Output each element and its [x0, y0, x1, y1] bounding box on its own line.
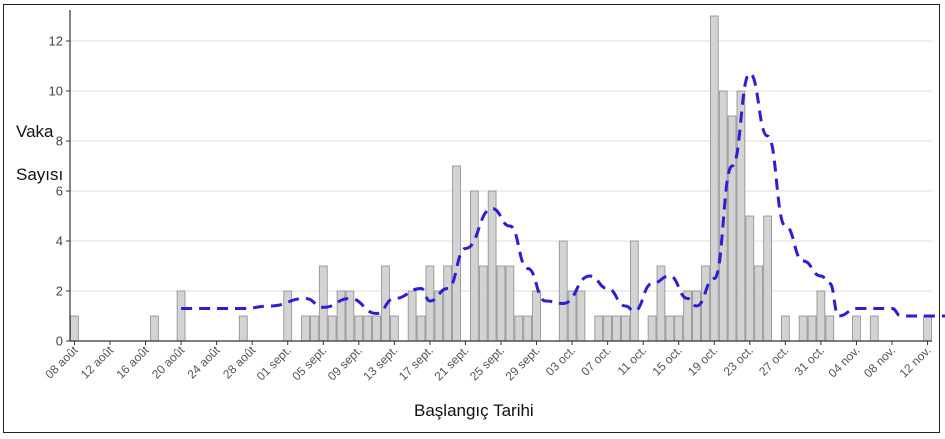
bar-day-65 — [647, 315, 657, 342]
x-tick-label: 05 sept. — [289, 343, 329, 383]
bar-day-38 — [407, 290, 417, 342]
trend-line-path — [181, 71, 945, 318]
bar-day-60 — [603, 315, 612, 342]
bar-day-45 — [469, 190, 479, 342]
y-axis-label-line2: Sayısı — [16, 165, 64, 184]
bar-day-48 — [496, 265, 506, 342]
bar-day-74 — [727, 115, 737, 342]
bar-day-42 — [443, 265, 453, 342]
bar-day-56 — [567, 290, 577, 342]
x-tick-label: 20 août — [149, 343, 188, 382]
x-tick-label: 08 nov. — [861, 343, 898, 380]
x-tick-label: 09 sept. — [325, 343, 365, 383]
y-tick-label: 8 — [56, 134, 63, 149]
bar-day-49 — [505, 265, 515, 342]
x-tick-label: 01 sept. — [254, 343, 294, 383]
x-tick-label: 08 août — [42, 343, 81, 382]
x-tick-label: 04 nov. — [825, 343, 862, 380]
x-tick-label: 12 août — [78, 343, 117, 382]
bar-day-9 — [150, 315, 159, 342]
x-tick-label: 23 oct. — [721, 343, 756, 378]
bar-day-34 — [372, 315, 381, 342]
x-tick-label: 17 sept. — [396, 343, 436, 383]
x-tick-label: 25 sept. — [467, 343, 507, 383]
bar-day-96 — [923, 315, 932, 342]
bar-day-19 — [238, 315, 248, 342]
bar-day-71 — [701, 265, 710, 342]
trend-line — [181, 71, 945, 318]
bar-day-76 — [745, 215, 755, 342]
bar-day-57 — [576, 290, 586, 342]
bar-day-50 — [514, 315, 524, 342]
bar-day-32 — [354, 315, 364, 342]
bar-day-59 — [594, 315, 604, 342]
axes — [66, 10, 932, 345]
bar-day-85 — [825, 315, 835, 342]
x-tick-label: 03 oct. — [543, 343, 578, 378]
bar-day-26 — [301, 315, 310, 342]
bar-day-46 — [478, 265, 488, 342]
x-tick-label: 19 oct. — [685, 343, 720, 378]
y-tick-label: 2 — [56, 284, 63, 299]
bar-day-62 — [621, 315, 630, 342]
bar-day-0 — [70, 315, 79, 342]
bar-day-51 — [523, 315, 533, 342]
x-tick-label: 16 août — [113, 343, 152, 382]
bar-day-63 — [629, 240, 639, 342]
y-tick-label: 12 — [49, 34, 63, 49]
bar-day-84 — [816, 290, 826, 342]
y-tick-label: 6 — [56, 184, 63, 199]
bar-day-61 — [612, 315, 621, 342]
gridlines — [70, 40, 932, 292]
bar-day-28 — [318, 265, 328, 342]
x-tick-label: 28 août — [220, 343, 259, 382]
x-tick-label: 11 oct. — [615, 343, 650, 378]
x-tick-label: 21 sept. — [431, 343, 471, 383]
x-tick-label: 13 sept. — [360, 343, 400, 383]
bar-day-83 — [807, 315, 817, 342]
bar-day-67 — [665, 315, 675, 342]
bar-day-40 — [425, 265, 435, 342]
bar-day-82 — [798, 315, 808, 342]
bar-day-88 — [852, 315, 861, 342]
x-tick-label: 12 nov. — [897, 343, 934, 380]
x-tick-label: 07 oct. — [578, 343, 613, 378]
bar-day-27 — [310, 315, 319, 342]
bar-day-55 — [558, 240, 568, 342]
y-axis-label-line1: Vaka — [16, 122, 54, 141]
x-axis-label: Başlangıç Tarihi — [414, 401, 534, 420]
x-tick-label: 31 oct. — [792, 343, 827, 378]
bar-day-78 — [763, 215, 772, 342]
bar-day-29 — [327, 315, 337, 342]
y-tick-label: 0 — [56, 334, 63, 349]
x-tick-label: 15 oct. — [649, 343, 684, 378]
x-tick-label: 27 oct. — [756, 343, 791, 378]
bar-day-70 — [692, 290, 701, 342]
bar-day-24 — [283, 290, 293, 342]
y-tick-label: 4 — [56, 234, 63, 249]
case-bars — [70, 15, 932, 342]
bar-day-39 — [416, 315, 426, 342]
bar-day-47 — [487, 190, 497, 342]
bar-day-36 — [390, 315, 399, 342]
bar-day-33 — [363, 315, 373, 342]
y-tick-label: 10 — [49, 84, 63, 99]
bar-day-52 — [532, 290, 541, 342]
x-tick-label: 29 sept. — [503, 343, 543, 383]
y-tick-labels: 0 2 4 6 8 10 12 — [49, 34, 63, 349]
bar-day-68 — [674, 315, 684, 342]
bar-day-90 — [869, 315, 879, 342]
bar-day-41 — [434, 290, 444, 342]
bar-day-80 — [781, 315, 790, 342]
bar-day-43 — [452, 165, 461, 342]
x-tick-label: 24 août — [185, 343, 224, 382]
bar-day-12 — [176, 290, 186, 342]
bar-day-72 — [709, 15, 719, 342]
bar-day-77 — [754, 265, 764, 342]
